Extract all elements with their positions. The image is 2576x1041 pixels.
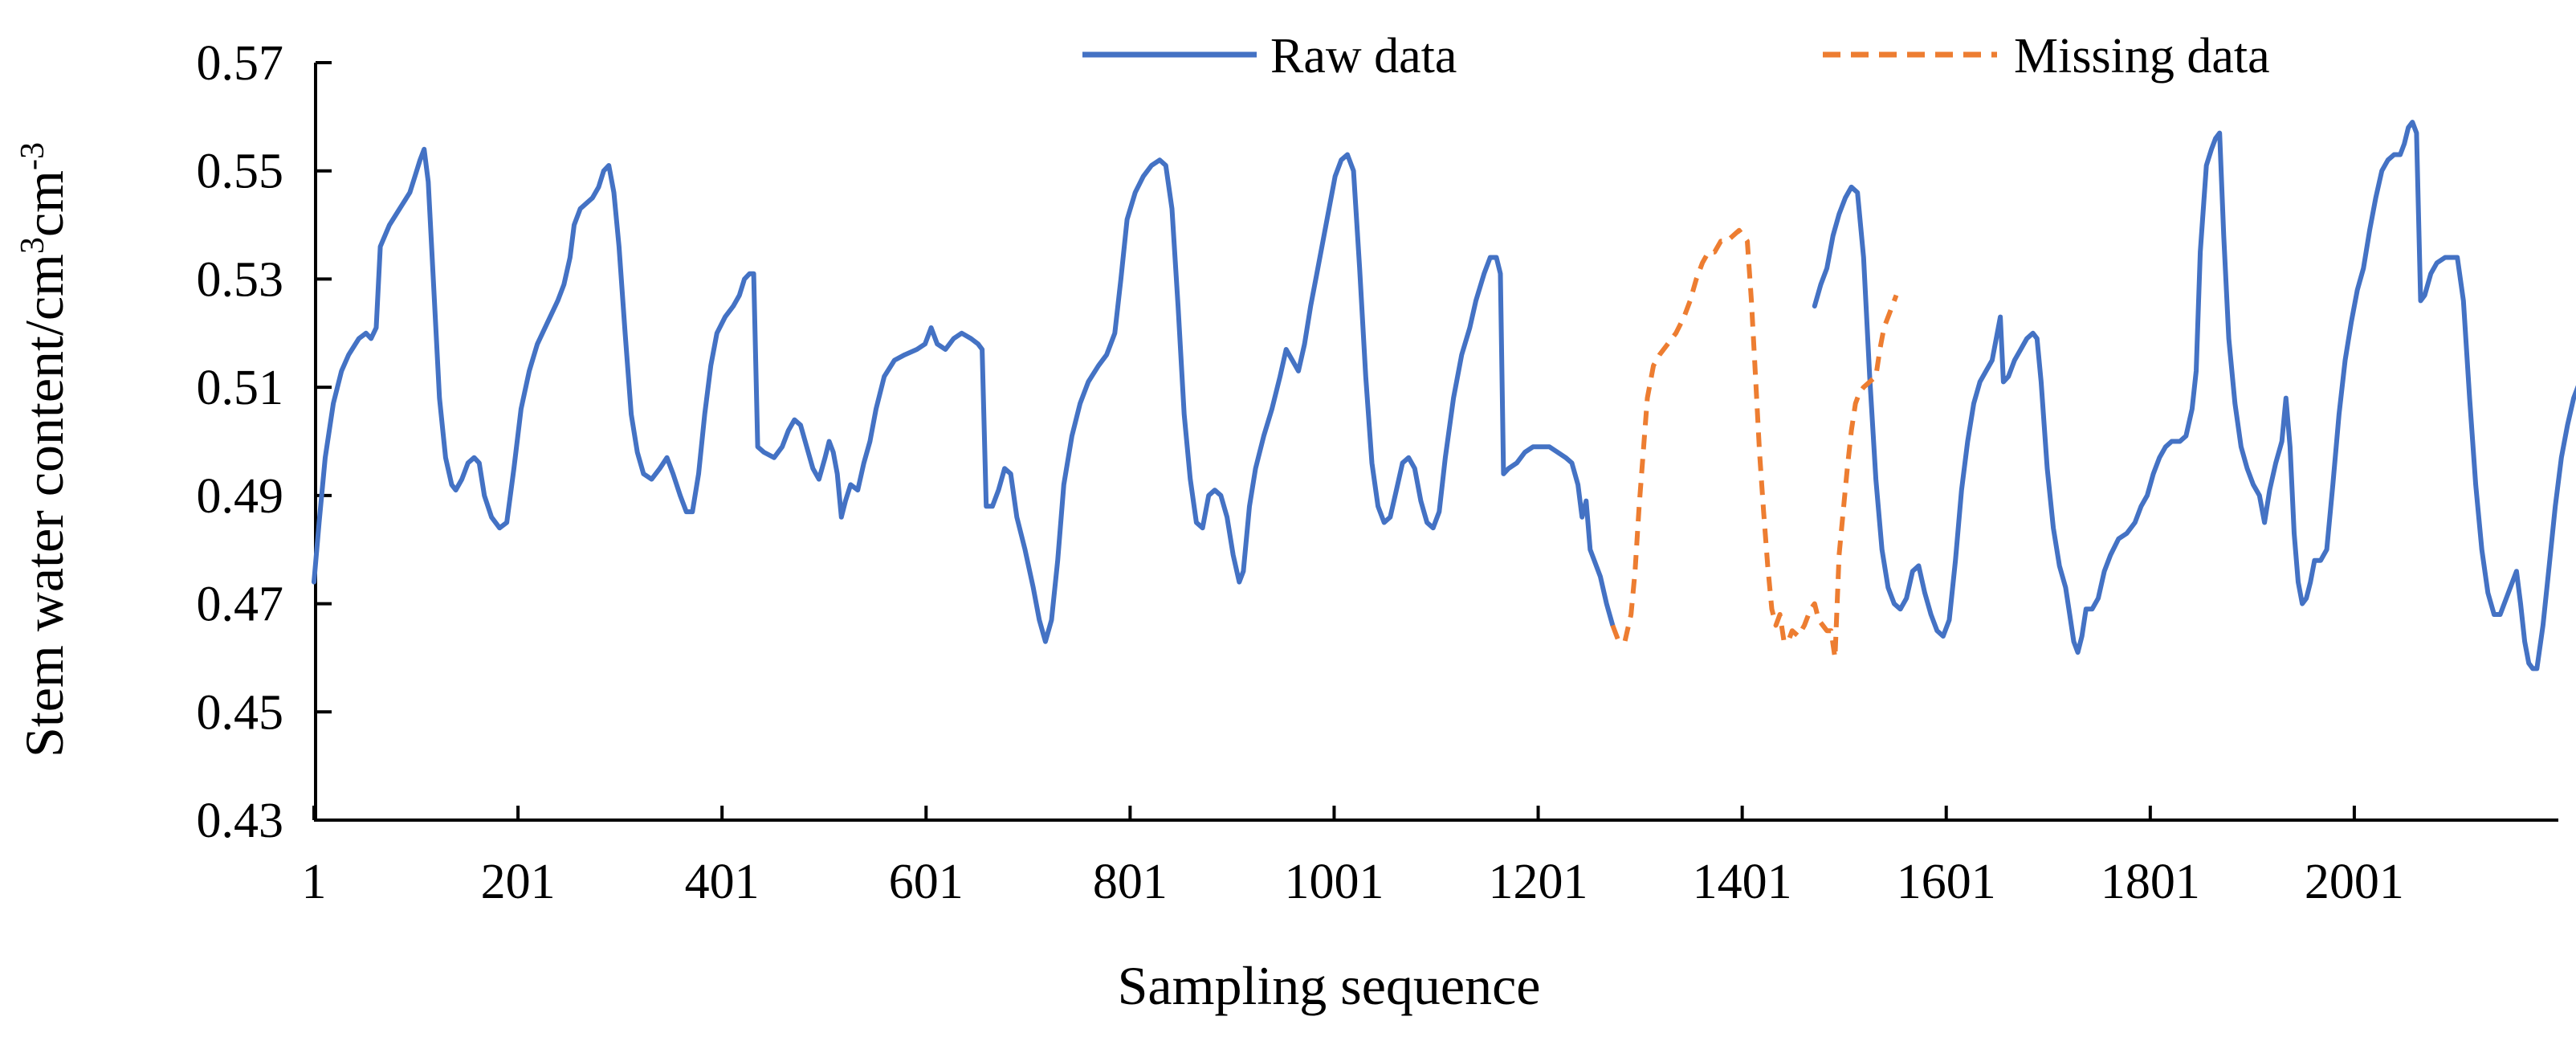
x-axis-ticks: 1 201 401 601 801 1001 1201 1401 1601 1801 2001 — [302, 806, 2404, 909]
x-tick-label: 601 — [889, 855, 964, 909]
series-layer — [312, 120, 2576, 672]
series-line-raw-data-0 — [312, 146, 1616, 644]
x-tick-label: 1401 — [1693, 855, 1792, 909]
y-axis: 0.43 0.45 0.47 0.49 0.51 0.53 0.55 0.57 — [197, 36, 332, 848]
series-line-missing-data-0 — [1610, 227, 1899, 660]
y-tick-label: 0.51 — [197, 361, 284, 415]
y-tick-label: 0.47 — [197, 578, 284, 632]
legend-label-raw-data: Raw data — [1270, 29, 1457, 84]
x-tick-label: 1 — [302, 855, 327, 909]
x-axis: 1 201 401 601 801 1001 1201 1401 1601 1801 2001 — [302, 806, 2558, 909]
y-axis-ticks: 0.43 0.45 0.47 0.49 0.51 0.53 0.55 0.57 — [197, 36, 332, 848]
y-tick-label: 0.55 — [197, 145, 284, 199]
y-tick-label: 0.45 — [197, 685, 284, 740]
legend: Raw data Missing data — [1082, 29, 2270, 84]
y-axis-title-mid: cm — [14, 170, 75, 237]
x-tick-label: 201 — [481, 855, 556, 909]
x-tick-label: 801 — [1093, 855, 1168, 909]
series-line-raw-data-1 — [1812, 120, 2576, 672]
x-tick-label: 1601 — [1897, 855, 1996, 909]
y-tick-label: 0.53 — [197, 252, 284, 307]
y-axis-title-exp2: -3 — [14, 142, 51, 170]
x-tick-label: 2001 — [2305, 855, 2404, 909]
y-tick-label: 0.43 — [197, 794, 284, 848]
y-tick-label: 0.49 — [197, 469, 284, 524]
x-tick-label: 1001 — [1284, 855, 1384, 909]
y-axis-title: Stem water content/cm3cm-3 — [14, 142, 75, 757]
legend-label-missing-data: Missing data — [2014, 29, 2270, 84]
y-axis-title-exp1: 3 — [14, 237, 51, 254]
x-axis-title: Sampling sequence — [1118, 955, 1541, 1016]
x-tick-label: 1801 — [2101, 855, 2200, 909]
y-tick-label: 0.57 — [197, 36, 284, 91]
x-tick-label: 401 — [685, 855, 760, 909]
y-axis-title-base: Stem water content/cm — [14, 254, 75, 757]
x-tick-label: 1201 — [1489, 855, 1588, 909]
